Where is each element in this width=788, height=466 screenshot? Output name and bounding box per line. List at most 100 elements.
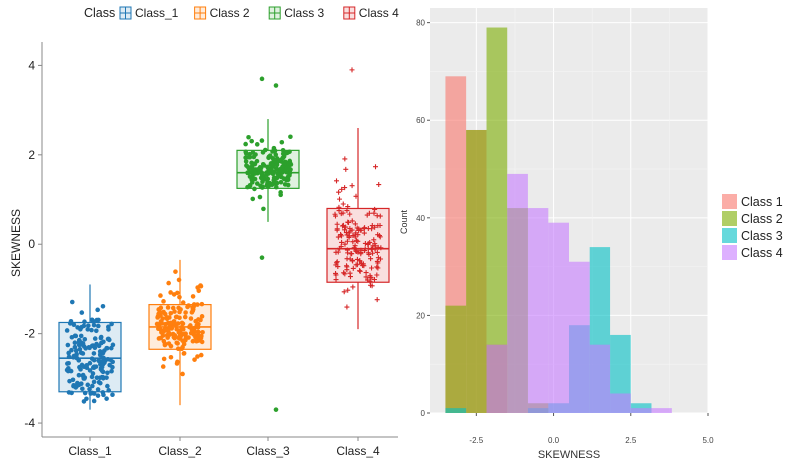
box-point xyxy=(84,396,89,402)
box-point xyxy=(350,239,356,245)
box-points xyxy=(154,269,205,377)
box-point xyxy=(166,280,171,286)
box-point xyxy=(275,171,280,177)
box-point xyxy=(340,201,346,207)
box-point xyxy=(96,317,101,323)
box-y-tick-label: 2 xyxy=(28,148,35,162)
box-point xyxy=(91,322,97,328)
box-point xyxy=(164,314,169,320)
box-point xyxy=(175,359,180,365)
box-point xyxy=(273,152,279,158)
box-point xyxy=(374,297,380,303)
box-point xyxy=(198,335,204,341)
box-point xyxy=(288,162,294,167)
box-point xyxy=(154,321,160,327)
box-point xyxy=(284,170,290,175)
box-point xyxy=(352,246,358,252)
box-point xyxy=(268,162,274,167)
box-point xyxy=(90,383,95,389)
box-point xyxy=(333,249,339,255)
box-point xyxy=(66,354,72,360)
box-point xyxy=(183,331,188,337)
box-point xyxy=(170,305,176,311)
box-point xyxy=(174,326,180,332)
box-point xyxy=(349,218,355,224)
hist-legend-item: Class 2 xyxy=(722,211,783,226)
box-point xyxy=(375,265,381,271)
box-point xyxy=(183,310,188,315)
box-point xyxy=(191,332,197,337)
box-point xyxy=(342,156,348,162)
box-point xyxy=(101,355,106,361)
box-point xyxy=(341,289,347,295)
box-point xyxy=(94,328,99,334)
box-point xyxy=(344,247,350,253)
box-point xyxy=(284,165,290,171)
box-point xyxy=(91,379,97,385)
box-point xyxy=(278,166,283,172)
box-point xyxy=(368,256,374,262)
box-point xyxy=(65,361,70,366)
box-point xyxy=(370,250,376,256)
box-point xyxy=(182,314,188,320)
box-point xyxy=(97,380,103,386)
box-point xyxy=(334,178,340,184)
box-point xyxy=(260,179,265,184)
hist-legend-key xyxy=(722,245,737,260)
box-x-tick-label: Class_4 xyxy=(336,444,380,458)
box-point xyxy=(342,185,348,191)
box-point xyxy=(67,378,72,384)
box-point xyxy=(287,149,292,155)
box-point xyxy=(355,232,361,238)
box-point xyxy=(361,225,367,231)
box-point xyxy=(170,331,176,337)
box-point xyxy=(92,336,98,341)
box-point xyxy=(360,261,366,267)
box-point xyxy=(65,368,71,374)
box-point xyxy=(71,322,77,328)
box-point xyxy=(278,179,284,185)
box-point xyxy=(349,257,355,263)
box-point xyxy=(369,283,375,289)
hist-legend-item: Class 1 xyxy=(722,194,783,209)
box-point xyxy=(72,340,78,346)
box-y-tick-label: -4 xyxy=(24,416,35,430)
box-point xyxy=(267,153,273,158)
hist-y-tick-label: 80 xyxy=(416,19,425,28)
box-point xyxy=(274,162,280,168)
box-point xyxy=(110,359,115,365)
box-point xyxy=(355,238,361,244)
box-point xyxy=(249,164,255,170)
box-point xyxy=(367,273,373,279)
box-point xyxy=(97,349,103,354)
hist-bar xyxy=(651,408,672,413)
box-point xyxy=(279,139,285,145)
box-outlier xyxy=(273,407,279,412)
box-point xyxy=(246,134,251,140)
box-point xyxy=(357,258,363,264)
box-point xyxy=(91,365,97,370)
box-point xyxy=(158,305,164,311)
hist-bar xyxy=(630,408,652,413)
box-point xyxy=(73,348,79,353)
box-point xyxy=(191,302,197,307)
box-point xyxy=(85,327,91,332)
hist-series-class-4 xyxy=(486,173,672,413)
box-outlier xyxy=(259,76,265,82)
box-point xyxy=(243,141,248,147)
box-point xyxy=(104,396,109,401)
box-point xyxy=(257,194,263,200)
box-point xyxy=(161,338,167,344)
hist-bar xyxy=(507,173,528,413)
box-point xyxy=(181,341,187,347)
box-point xyxy=(367,239,373,245)
box-y-tick-label: -2 xyxy=(24,327,35,341)
box-point xyxy=(245,170,251,176)
hist-legend-key xyxy=(722,211,737,226)
box-point xyxy=(76,339,82,345)
box-point xyxy=(162,342,168,348)
box-point xyxy=(372,224,378,230)
box-point xyxy=(94,375,100,381)
box-point xyxy=(180,371,185,377)
box-point xyxy=(69,347,74,353)
